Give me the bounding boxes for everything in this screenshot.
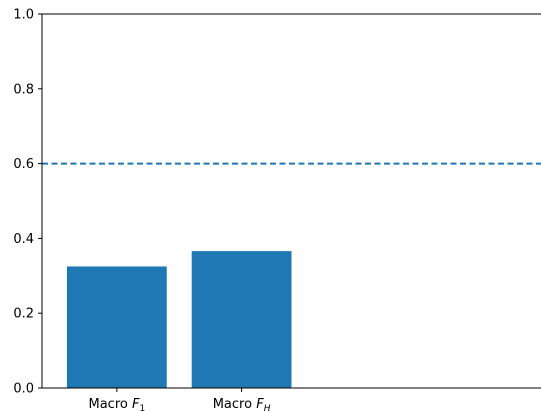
x-tick-label: Macro FH xyxy=(213,397,271,411)
y-tick-label: 0.8 xyxy=(13,82,34,97)
bar-1 xyxy=(191,251,292,388)
y-tick-label: 0.6 xyxy=(13,157,34,172)
x-tick-label: Macro F1 xyxy=(88,397,145,411)
plot-area: 0.0 0.2 0.4 0.6 0.8 1.0 Macro F1 Macro FH xyxy=(13,8,541,411)
bar-0 xyxy=(66,266,167,388)
y-tick-label: 0.0 xyxy=(13,382,34,397)
y-tick-label: 0.2 xyxy=(13,307,34,322)
y-tick-label: 1.0 xyxy=(13,8,34,23)
y-tick-label: 0.4 xyxy=(13,232,34,247)
